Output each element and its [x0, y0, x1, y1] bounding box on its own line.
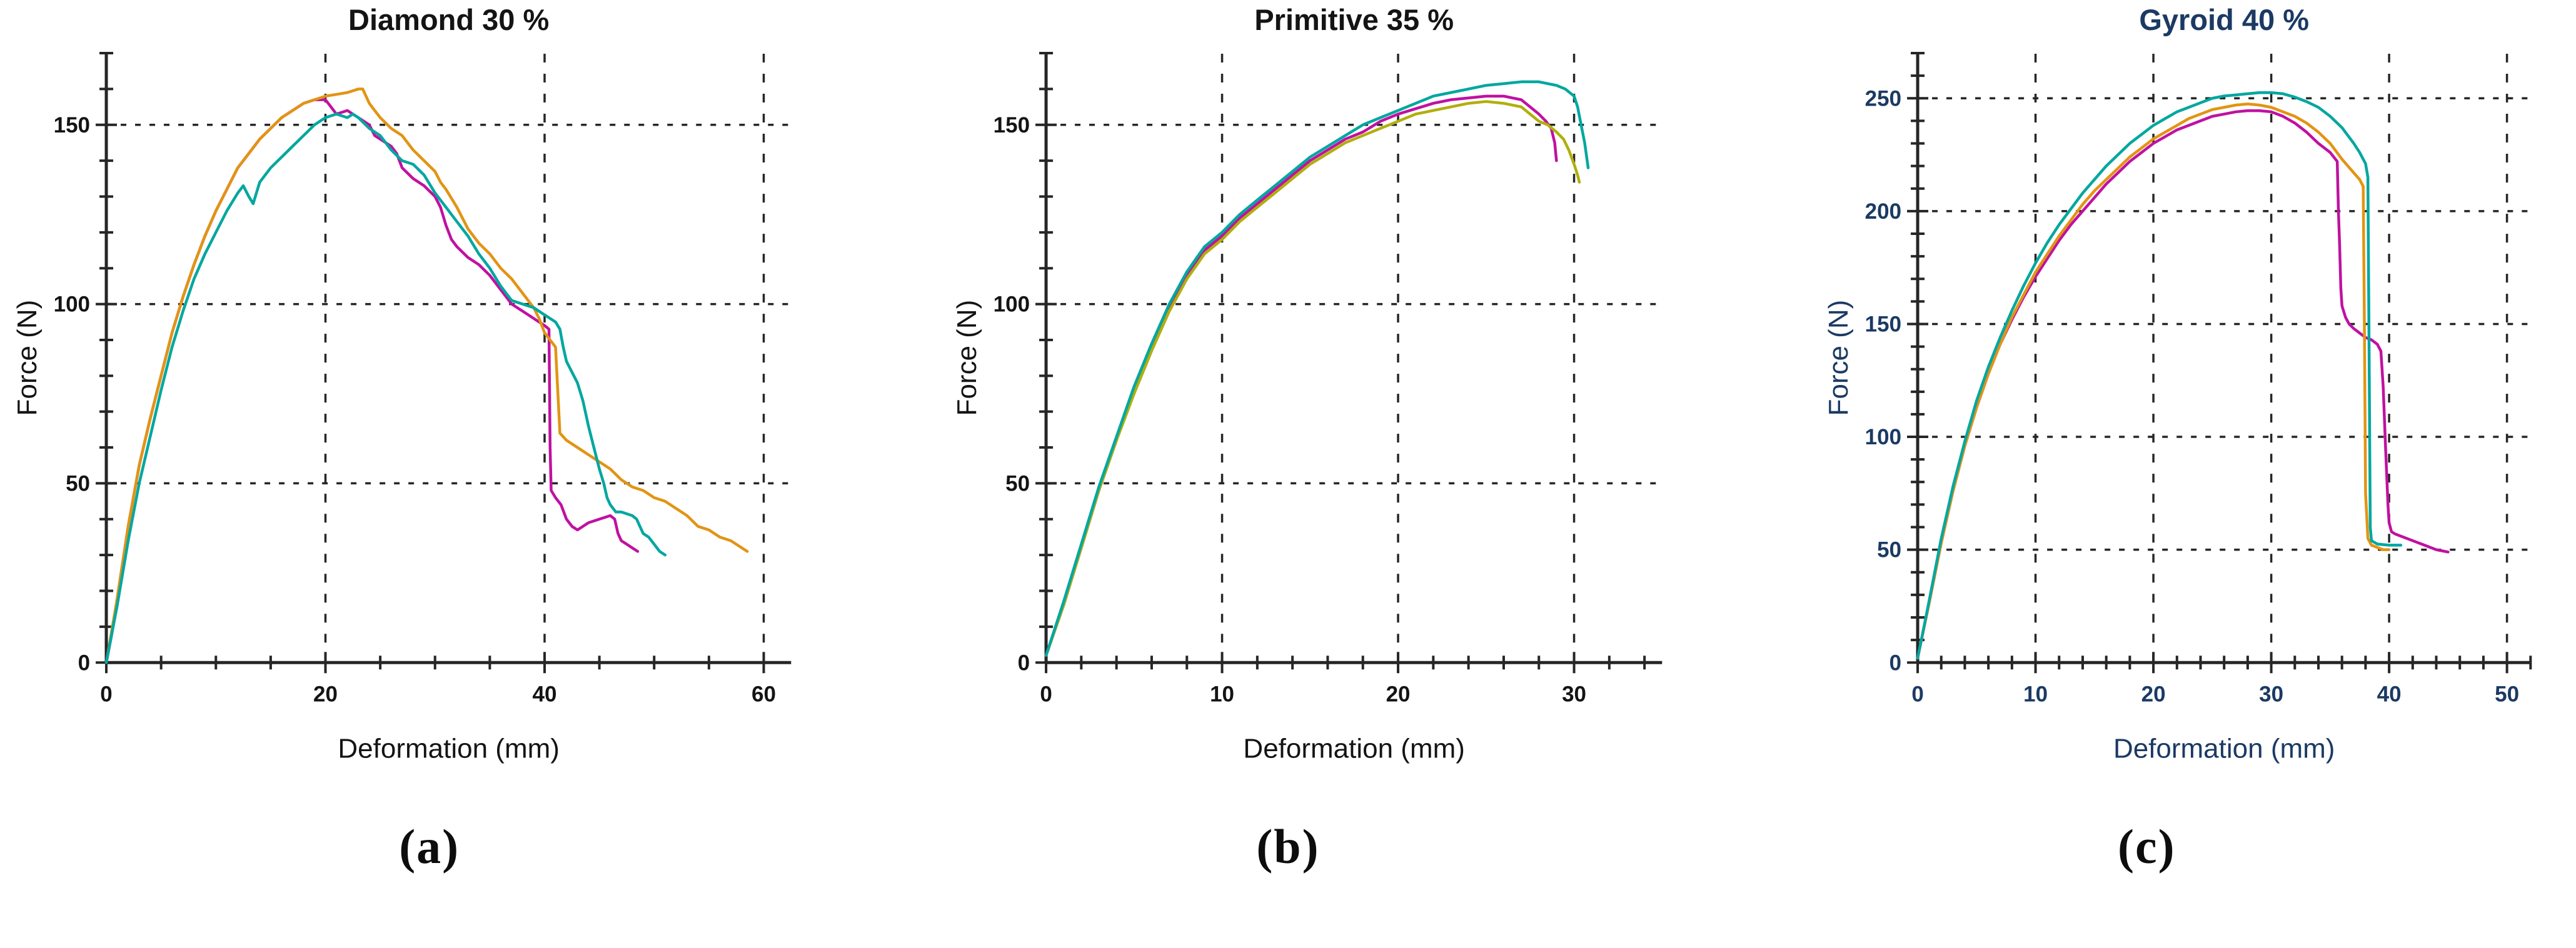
series-orange [1916, 102, 2390, 660]
caption-a: (a) [399, 819, 460, 874]
x-tick-label: 30 [1562, 682, 1586, 706]
series-teal [1045, 80, 1590, 657]
y-tick-label: 50 [1877, 538, 1901, 562]
series-olive [1045, 100, 1581, 657]
y-tick-label: 150 [994, 113, 1030, 137]
caption-b: (b) [1256, 819, 1320, 874]
chart-title: Gyroid 40 % [2139, 3, 2309, 36]
x-tick-label: 60 [752, 682, 776, 706]
caption-c: (c) [2118, 819, 2176, 874]
x-tick-label: 40 [533, 682, 557, 706]
x-tick-label: 30 [2259, 682, 2283, 706]
y-axis-label: Force (N) [1823, 300, 1854, 416]
chart-diamond-30: 0 20 40 60 0 50 100 150 Diamond 30 % Deformation … [12, 3, 792, 764]
x-tick-label: 0 [100, 682, 112, 706]
panel-b: 0 10 20 30 0 50 100 150 Primitive 35 % Deformatio… [858, 0, 1717, 948]
series-orange [104, 87, 749, 664]
y-tick-label: 100 [54, 292, 90, 317]
series-magenta [1045, 94, 1558, 657]
x-tick-label: 0 [1911, 682, 1923, 706]
y-tick-label: 50 [66, 471, 90, 496]
x-axis-label: Deformation (mm) [1244, 733, 1465, 764]
chart-primitive-35: 0 10 20 30 0 50 100 150 Primitive 35 % Deformatio… [952, 3, 1663, 764]
x-tick-label: 10 [2023, 682, 2048, 706]
y-axis-label: Force (N) [952, 300, 982, 416]
x-tick-label: 20 [2141, 682, 2165, 706]
series-teal [104, 112, 667, 664]
x-tick-label: 20 [313, 682, 338, 706]
series-teal [1916, 91, 2402, 660]
y-tick-label: 100 [994, 292, 1030, 317]
x-axis-label: Deformation (mm) [2113, 733, 2335, 764]
x-tick-label: 50 [2495, 682, 2519, 706]
chart-title: Diamond 30 % [348, 3, 549, 36]
y-tick-label: 0 [78, 651, 90, 675]
panel-a: 0 20 40 60 0 50 100 150 Diamond 30 % Deformation … [0, 0, 858, 948]
x-axis-label: Deformation (mm) [338, 733, 560, 764]
y-tick-label: 0 [1018, 651, 1030, 675]
x-tick-label: 0 [1040, 682, 1052, 706]
x-tick-label: 40 [2377, 682, 2401, 706]
y-tick-label: 150 [1864, 312, 1901, 336]
y-axis-label: Force (N) [12, 300, 43, 416]
panel-c: 0 10 20 30 40 50 0 50 100 150 200 250 Gyroid 40 % Def… [1718, 0, 2576, 948]
x-tick-label: 10 [1210, 682, 1234, 706]
y-tick-label: 0 [1889, 651, 1901, 675]
y-tick-label: 100 [1864, 425, 1901, 449]
chart-gyroid-40: 0 10 20 30 40 50 0 50 100 150 200 250 Gyroid 40 % Def… [1823, 3, 2532, 764]
y-tick-label: 150 [54, 113, 90, 137]
y-tick-label: 200 [1864, 199, 1901, 224]
chart-title: Primitive 35 % [1255, 3, 1454, 36]
y-tick-label: 50 [1005, 471, 1030, 496]
y-tick-label: 250 [1864, 86, 1901, 111]
series-magenta [1916, 109, 2450, 660]
x-tick-label: 20 [1386, 682, 1411, 706]
